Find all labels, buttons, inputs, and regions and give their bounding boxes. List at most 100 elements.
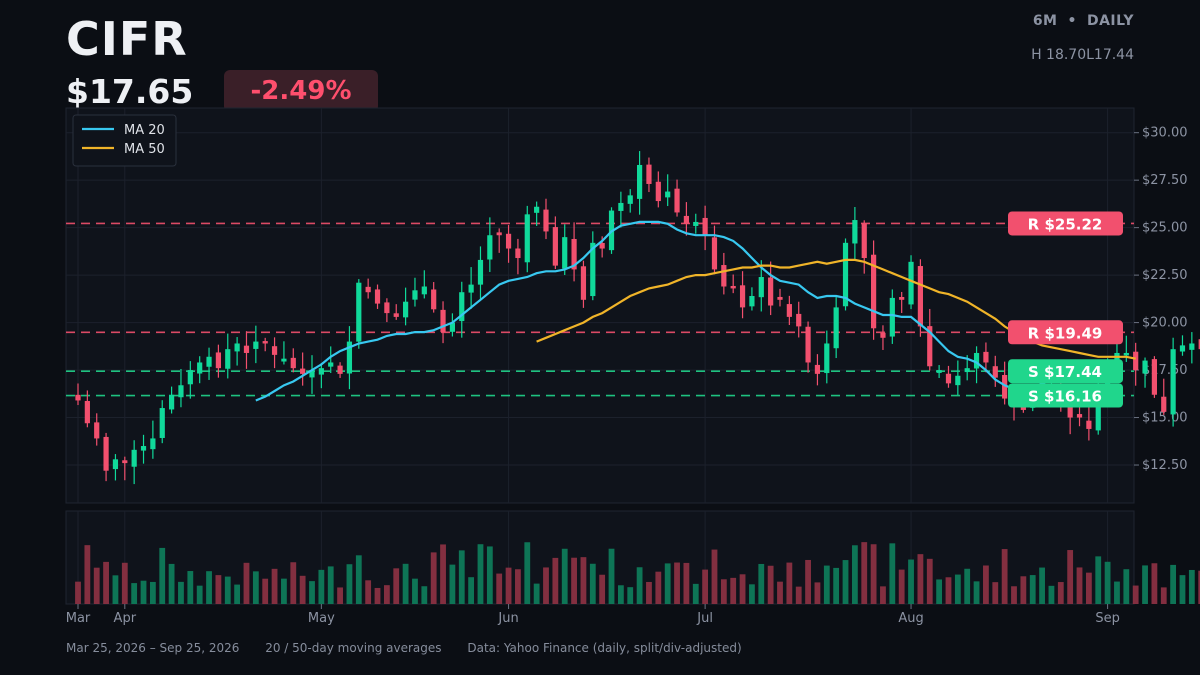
volume-bar [692, 583, 699, 604]
candle-down [271, 346, 278, 355]
volume-bar [458, 550, 465, 604]
candle-down [880, 332, 886, 338]
volume-bar [861, 542, 868, 604]
candle-down [122, 460, 128, 464]
volume-bar [842, 560, 849, 604]
volume-bar [243, 562, 250, 604]
volume-bar [449, 564, 456, 604]
candle-down [674, 188, 680, 213]
volume-bar [224, 576, 231, 604]
footer-source: Data: Yahoo Finance (daily, split/div-ad… [467, 641, 742, 655]
volume-bar [926, 558, 933, 604]
volume-bar [636, 567, 643, 604]
volume-bar [524, 542, 531, 604]
candle-down [103, 436, 109, 471]
volume-bar [1020, 576, 1027, 604]
level-badge-bg [1008, 383, 1123, 408]
chart-legend: MA 20 MA 50 [72, 114, 177, 167]
candle-up [758, 277, 764, 298]
y-tick-label: $15.00 [1142, 411, 1188, 426]
candle-up [889, 297, 895, 337]
candle-up [618, 202, 624, 211]
volume-bar [412, 578, 418, 604]
candle-down [1198, 339, 1200, 350]
candle-up [421, 286, 427, 295]
candle-up [281, 358, 287, 362]
candle-down [374, 289, 381, 304]
volume-bar [617, 585, 624, 604]
candle-down [515, 248, 521, 259]
volume-bar [608, 548, 615, 604]
volume-bar [318, 569, 325, 604]
volume-bar [580, 557, 587, 604]
volume-bar [1188, 569, 1195, 604]
candle-up [524, 214, 530, 263]
candle-up [477, 259, 484, 285]
volume-bar [365, 580, 372, 604]
candle-down [721, 265, 727, 287]
volume-bar [206, 571, 212, 604]
volume-bar [215, 575, 222, 604]
x-tick-label: Jun [497, 611, 518, 626]
price-panel-bg [65, 107, 1135, 504]
volume-bar [889, 543, 896, 604]
resistance-badge: R $19.49 [1008, 320, 1123, 345]
volume-bar [1039, 567, 1045, 604]
volume-bar [271, 568, 278, 604]
volume-bar [749, 584, 755, 604]
volume-bar [234, 584, 241, 604]
volume-bar [561, 548, 568, 604]
volume-bar [908, 559, 914, 604]
volume-bar [664, 563, 671, 604]
candle-down [1151, 359, 1157, 395]
candle-up [936, 370, 942, 373]
x-tick-label: Aug [898, 611, 923, 626]
candle-down [739, 285, 746, 308]
legend-label: MA 50 [124, 142, 165, 157]
volume-bar [1151, 563, 1158, 604]
candle-up [1142, 360, 1148, 374]
candle-down [496, 232, 502, 236]
level-badge-label: S $16.16 [1028, 388, 1102, 406]
level-badge-bg [1008, 211, 1123, 236]
candle-up [908, 261, 914, 305]
candle-up [346, 341, 353, 374]
volume-bar [421, 586, 428, 604]
price-change-badge: -2.49% [224, 70, 378, 112]
candle-down [646, 164, 652, 184]
candle-down [215, 352, 221, 369]
candle-down [94, 422, 100, 439]
volume-bar [936, 579, 943, 604]
volume-bar [477, 544, 484, 604]
candle-up [534, 206, 540, 213]
volume-bar [786, 562, 793, 604]
volume-bar [281, 578, 287, 604]
volume-bar [1057, 582, 1064, 604]
volume-bar [327, 566, 334, 604]
x-tick-label: Sep [1095, 611, 1120, 626]
candle-up [225, 349, 231, 369]
candle-down [899, 296, 905, 300]
volume-bar [178, 581, 184, 604]
volume-bar [758, 563, 765, 604]
candle-down [786, 304, 792, 317]
candle-down [580, 266, 587, 300]
candle-up [318, 368, 324, 375]
volume-bar [262, 578, 269, 604]
volume-bar [121, 562, 128, 604]
volume-bar [964, 568, 971, 604]
volume-bar [552, 557, 559, 604]
volume-bar [1085, 572, 1092, 604]
candle-down [543, 209, 549, 232]
volume-bar [84, 545, 91, 604]
candle-down [861, 223, 867, 259]
candle-up [487, 235, 493, 260]
candle-down [393, 313, 399, 317]
volume-bar [383, 585, 390, 604]
interval-value: DAILY [1086, 13, 1134, 29]
candle-down [1076, 414, 1083, 418]
candle-up [403, 301, 409, 318]
volume-bar [655, 571, 662, 604]
volume-bar [1011, 586, 1017, 604]
